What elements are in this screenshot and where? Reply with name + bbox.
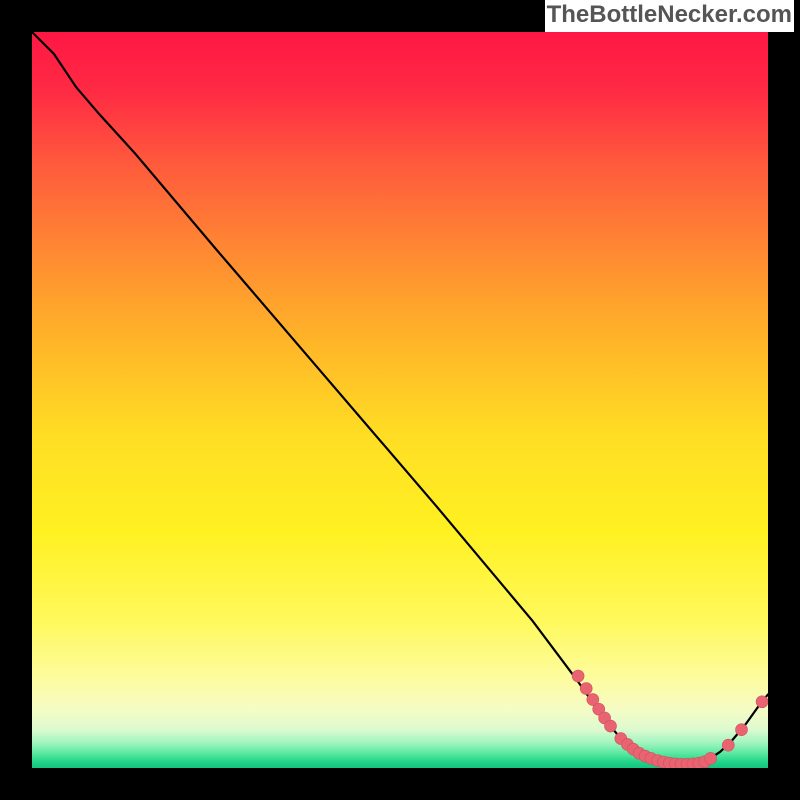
data-marker (736, 724, 748, 736)
gradient-background (32, 32, 768, 768)
data-marker (580, 683, 592, 695)
bottleneck-curve-chart (0, 0, 800, 800)
data-marker (705, 752, 717, 764)
data-marker (722, 739, 734, 751)
data-marker (605, 720, 617, 732)
chart-container: TheBottleNecker.com (0, 0, 800, 800)
data-marker (756, 696, 768, 708)
data-marker (572, 670, 584, 682)
watermark-label: TheBottleNecker.com (545, 0, 794, 32)
